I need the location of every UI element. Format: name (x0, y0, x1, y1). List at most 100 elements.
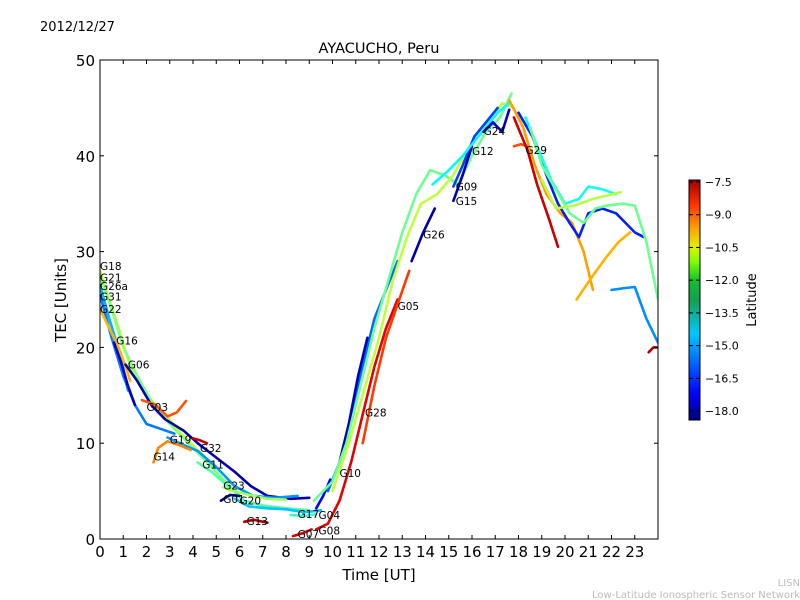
y-tick-label: 40 (76, 148, 95, 166)
y-tick-label: 20 (76, 339, 95, 357)
series-track-gdesc6 (540, 178, 623, 210)
series-track-g32 (191, 437, 209, 445)
series-label-g32: G32 (200, 443, 222, 455)
series-label-g03: G03 (147, 402, 169, 414)
x-tick-label: 13 (393, 543, 412, 561)
series-track-g03 (140, 398, 188, 418)
x-tick-label: 7 (258, 543, 268, 561)
x-tick-label: 2 (142, 543, 152, 561)
series-track-g23 (221, 486, 288, 501)
series-layer (100, 92, 658, 538)
x-tick-label: 4 (188, 543, 198, 561)
x-tick-label: 5 (211, 543, 221, 561)
series-label-g17: G17 (298, 509, 320, 521)
series-track-g28 (338, 336, 369, 464)
plot-frame (99, 59, 659, 540)
series-track-g17 (289, 512, 318, 518)
series-track-g19 (166, 436, 299, 500)
x-tick-label: 11 (346, 543, 365, 561)
series-track-gpre1 (312, 92, 513, 502)
series-track-g09 (452, 106, 499, 188)
x-tick-label: 1 (118, 543, 128, 561)
series-track-g20 (233, 497, 323, 514)
x-tick-label: 9 (304, 543, 314, 561)
y-tick-label: 0 (85, 531, 95, 549)
series-label-g31: G31 (100, 292, 122, 304)
x-tick-label: 16 (462, 543, 481, 561)
series-track-g08 (314, 298, 399, 531)
series-label-g19: G19 (170, 434, 192, 446)
series-track-g22 (100, 307, 132, 383)
x-tick-label: 20 (555, 543, 574, 561)
series-label-g18: G18 (100, 261, 122, 273)
y-tick-label: 10 (76, 435, 95, 453)
colorbar-tick-label: −15.0 (705, 340, 739, 353)
x-tick-label: 22 (602, 543, 621, 561)
x-tick-label: 23 (625, 543, 644, 561)
x-tick-label: 19 (532, 543, 551, 561)
x-tick-label: 15 (439, 543, 458, 561)
series-label-g26a: G26a (100, 281, 128, 293)
colorbar-tick-label: −13.5 (705, 307, 739, 320)
x-axis-ticks: 0 1 2 3 4 5 6 7 8 9 10 11 12 13 14 15 16 17 18 19 20 21 22 23 (95, 60, 644, 561)
series-track-g16 (112, 341, 137, 407)
x-tick-label: 18 (509, 543, 528, 561)
x-tick-label: 10 (323, 543, 342, 561)
series-track-gdesc5 (528, 125, 658, 301)
series-track-grise (575, 231, 632, 301)
series-label-g05: G05 (398, 301, 420, 313)
series-track-glate2 (647, 346, 658, 354)
colorbar-ticks: −7.5 −9.0 −10.5 −12.0 −13.5 −15.0 −16.5 −18.0 (689, 176, 739, 418)
series-label-g15: G15 (456, 196, 478, 208)
series-track-g15 (452, 144, 474, 203)
colorbar (688, 179, 701, 421)
series-track-g13 (242, 518, 269, 524)
series-track-g26 (410, 207, 437, 263)
series-track-g05 (361, 269, 411, 445)
x-tick-label: 12 (369, 543, 388, 561)
x-tick-label: 6 (235, 543, 245, 561)
series-track-g24 (482, 108, 511, 134)
colorbar-tick-label: −18.0 (705, 405, 739, 418)
colorbar-tick-label: −7.5 (705, 176, 732, 189)
y-axis-ticks: 0 10 20 30 40 50 (76, 52, 658, 549)
colorbar-tick-label: −10.5 (705, 241, 739, 254)
series-label-g14: G14 (153, 452, 175, 464)
series-label-g04: G04 (319, 510, 341, 522)
series-label-g06: G06 (128, 360, 150, 372)
series-label-g26: G26 (423, 229, 445, 241)
series-label-g16: G16 (116, 336, 138, 348)
y-axis-label: TEC [Units] (52, 258, 70, 343)
x-tick-label: 0 (95, 543, 105, 561)
colorbar-label: Latitude (745, 273, 760, 327)
x-tick-label: 8 (281, 543, 291, 561)
y-tick-label: 30 (76, 244, 95, 262)
series-track-g04 (314, 478, 332, 510)
series-track-gpre2 (331, 101, 516, 493)
x-axis-label: Time [UT] (341, 566, 415, 584)
series-track-g01 (219, 493, 241, 502)
series-label-g20: G20 (240, 496, 262, 508)
series-track-g12 (431, 101, 511, 186)
series-label-g09: G09 (456, 181, 478, 193)
series-label-g01: G01 (223, 494, 245, 506)
series-track-g14 (152, 440, 192, 464)
colorbar-tick-label: −12.0 (705, 274, 739, 287)
series-label-g23: G23 (223, 480, 245, 492)
colorbar-tick-label: −9.0 (705, 209, 732, 222)
x-tick-label: 14 (416, 543, 435, 561)
credit-line2: Low-Latitude Ionospheric Sensor Network (592, 590, 800, 600)
x-tick-label: 21 (579, 543, 598, 561)
series-track-gdesc2 (512, 116, 560, 249)
date-label: 2012/12/27 (40, 20, 115, 35)
series-label-g12: G12 (472, 146, 494, 158)
series-label-g11: G11 (202, 459, 224, 471)
series-track-gdesc4 (524, 116, 618, 205)
series-label-g28: G28 (365, 408, 387, 420)
y-tick-label: 50 (76, 52, 95, 70)
series-label-g07: G07 (298, 529, 320, 541)
colorbar-tick-label: −16.5 (705, 372, 739, 385)
credit-line1: LISN (778, 578, 800, 589)
